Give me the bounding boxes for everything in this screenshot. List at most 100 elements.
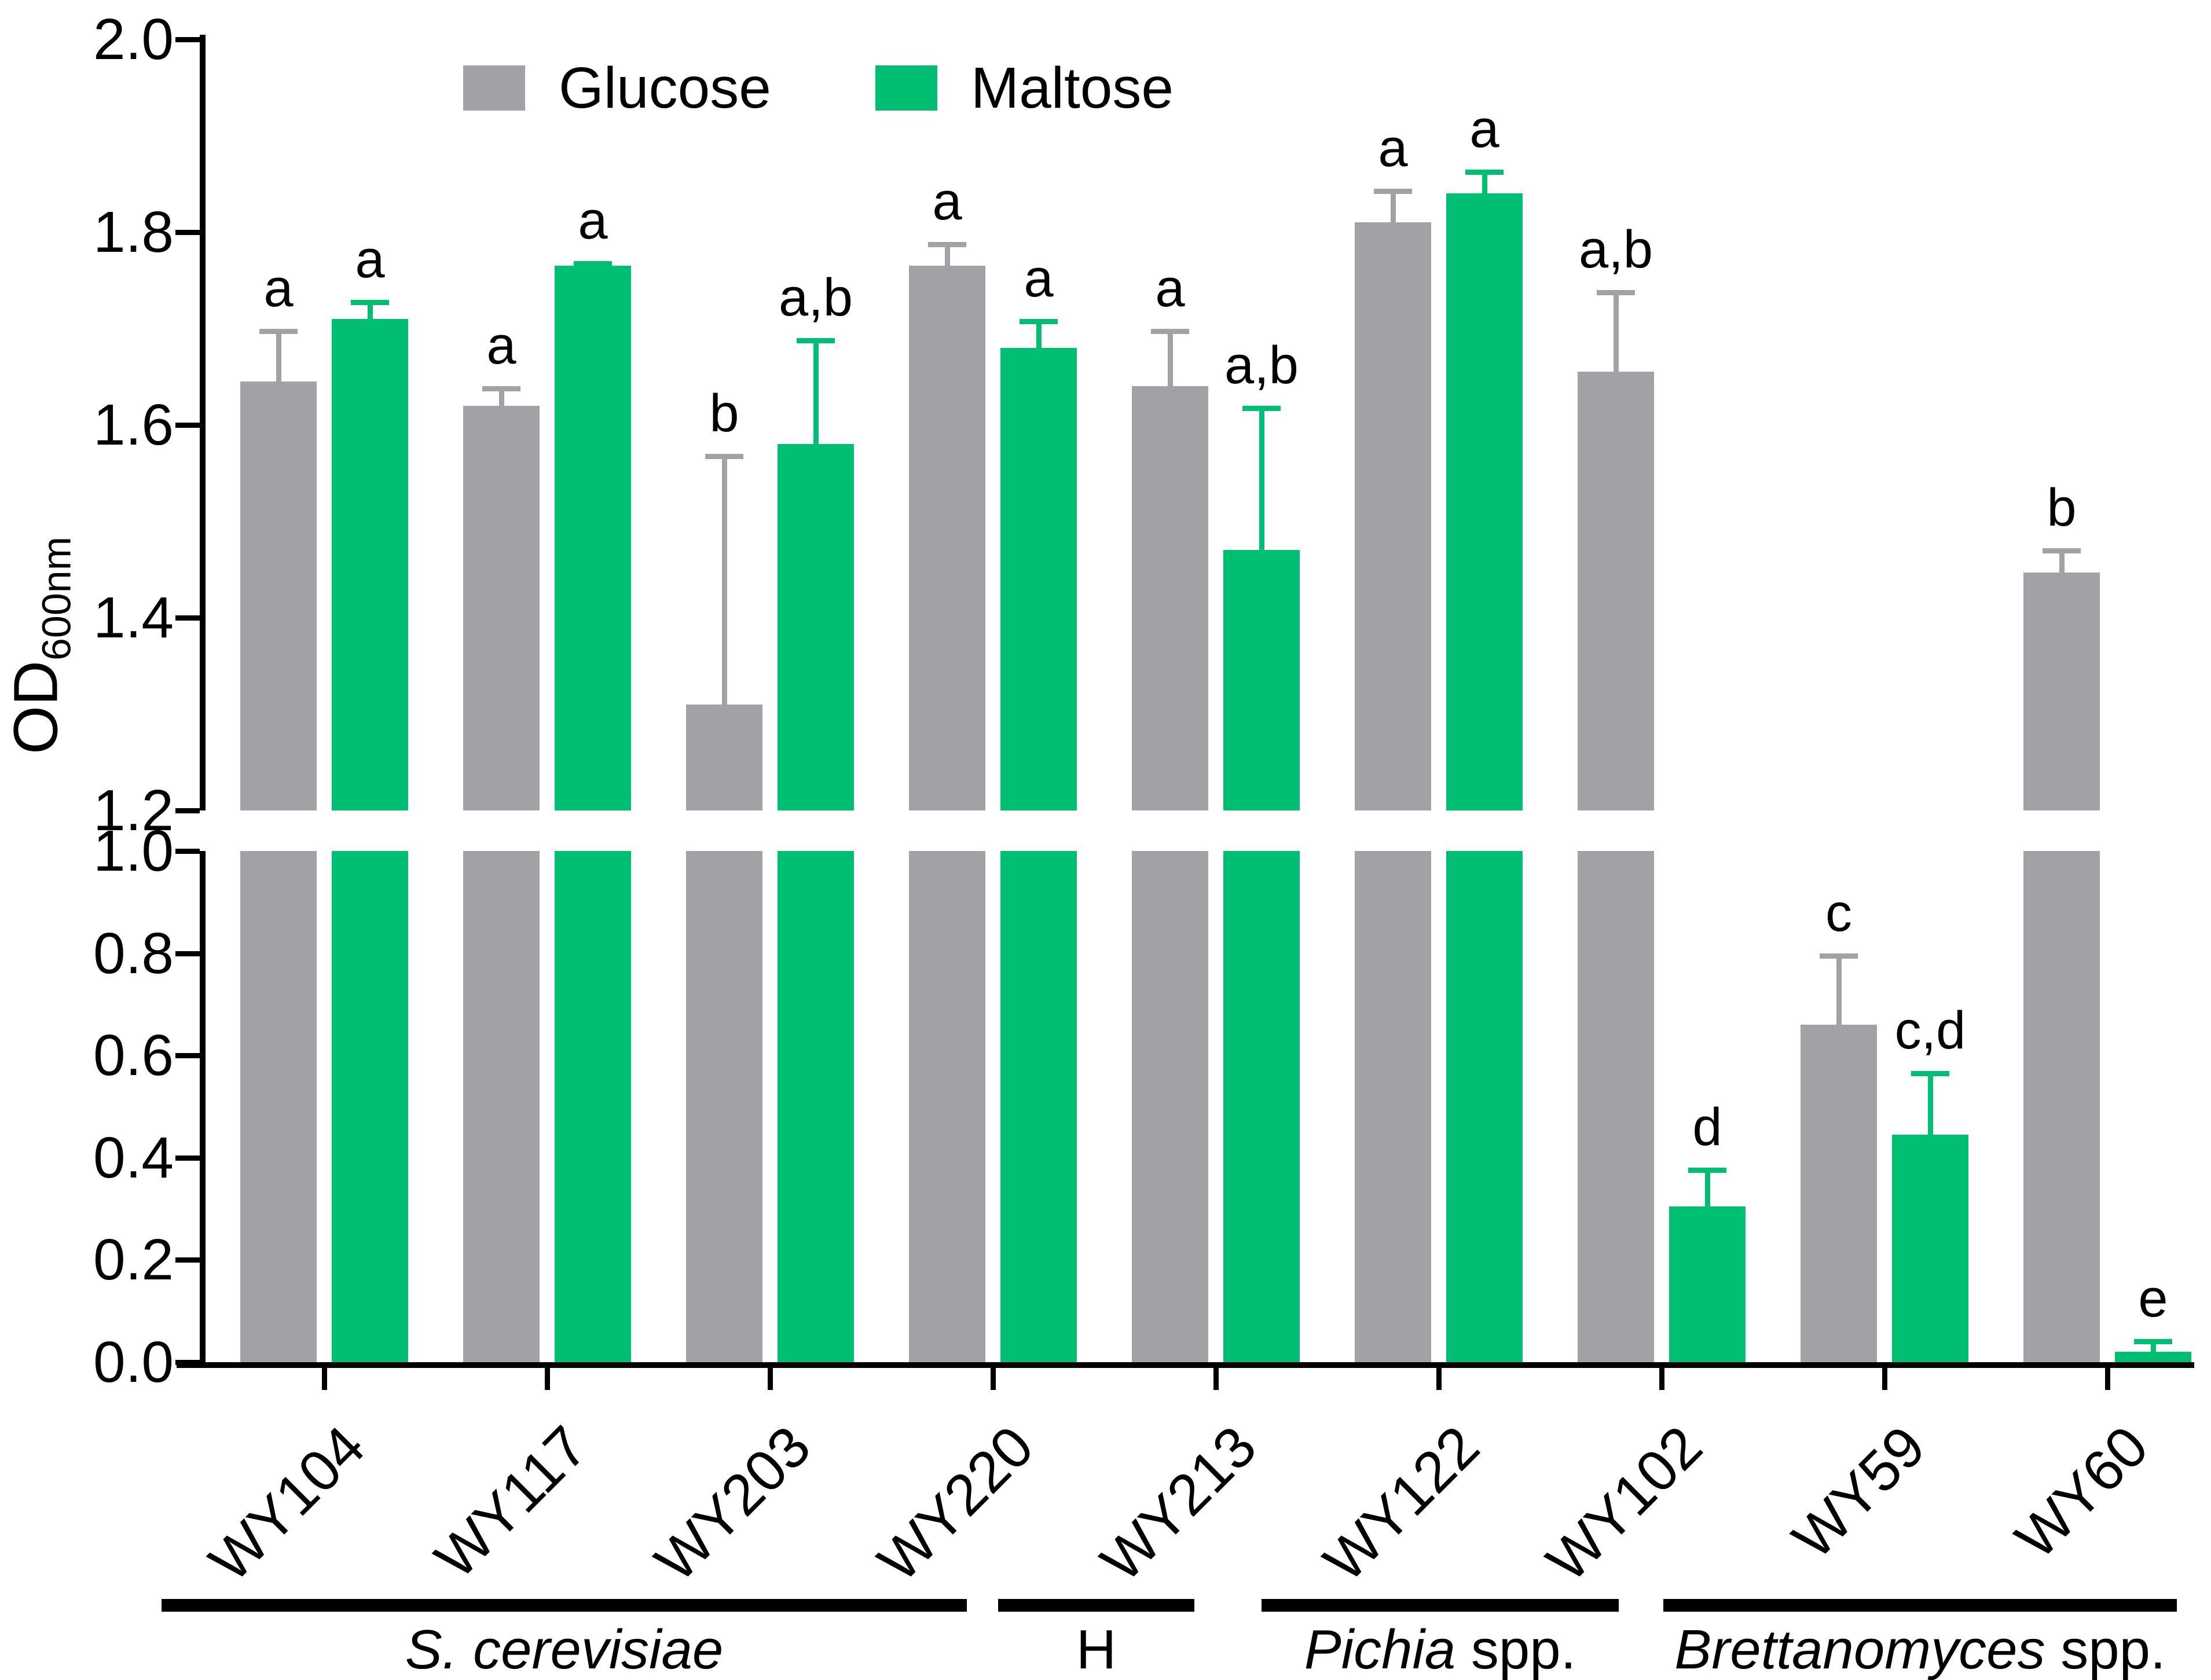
error-bar-cap-maltose-WY213 [1242, 405, 1281, 411]
bar-glucose-WY104-lower [240, 851, 317, 1362]
bar-maltose-WY220-upper [1000, 347, 1077, 810]
error-bar-cap-glucose-WY60 [2043, 548, 2081, 554]
error-bar-stem-glucose-WY122 [1390, 189, 1396, 223]
bar-glucose-WY117-upper [463, 405, 540, 810]
bar-glucose-WY59-lower [1801, 1025, 1877, 1362]
y-tick-label-1.6: 1.6 [93, 393, 174, 457]
legend-item-glucose: Glucose [463, 59, 771, 117]
error-bar-stem-glucose-WY59 [1836, 953, 1842, 1025]
error-bar-stem-maltose-WY60 [2150, 1339, 2156, 1352]
chart-legend: Glucose Maltose [463, 59, 1174, 117]
sig-letter-glucose-WY203: b [709, 383, 739, 443]
legend-item-maltose: Maltose [875, 59, 1174, 117]
legend-swatch-glucose [463, 65, 525, 111]
error-bar-cap-glucose-WY59 [1820, 953, 1858, 959]
bar-glucose-WY220-lower [909, 851, 985, 1362]
bar-maltose-WY59-lower [1892, 1135, 1968, 1362]
error-bar-stem-glucose-WY104 [276, 328, 281, 382]
error-bar-stem-glucose-WY213 [1167, 328, 1173, 387]
y-tick-2.0 [175, 37, 200, 42]
bar-maltose-WY117-lower [555, 851, 631, 1362]
error-bar-cap-maltose-WY117 [574, 261, 612, 266]
x-tick-label-WY60: WY60 [2003, 1414, 2161, 1571]
y-tick-1.6 [175, 423, 200, 428]
bar-glucose-WY203-upper [686, 704, 762, 810]
sig-letter-glucose-WY60: b [2047, 478, 2077, 538]
y-tick-label-0.4: 0.4 [93, 1125, 174, 1190]
sig-letter-glucose-WY122: a [1378, 119, 1408, 178]
x-tick-WY59 [1882, 1368, 1887, 1390]
y-tick-1.0 [175, 849, 200, 854]
bar-maltose-WY220-lower [1000, 851, 1077, 1362]
error-bar-cap-maltose-WY122 [1465, 169, 1504, 175]
y-tick-label-0.8: 0.8 [93, 920, 174, 986]
group-label-roman-part: spp. [1455, 1619, 1576, 1680]
bar-glucose-WY122-upper [1355, 222, 1431, 810]
bar-glucose-WY213-lower [1132, 851, 1208, 1362]
error-bar-stem-maltose-WY213 [1259, 405, 1264, 551]
bar-glucose-WY117-lower [463, 851, 540, 1362]
group-label-italic-part: S. cerevisiae [405, 1619, 724, 1680]
sig-letter-maltose-WY220: a [1024, 248, 1054, 308]
bar-glucose-WY102-lower [1578, 851, 1654, 1362]
y-tick-label-1.4: 1.4 [93, 585, 174, 650]
group-label-brettanomyces: Brettanomyces spp. [1486, 1621, 2211, 1679]
y-tick-label-1.8: 1.8 [93, 200, 174, 265]
group-label-s-cerevisiae: S. cerevisiae [130, 1621, 999, 1679]
error-bar-cap-maltose-WY220 [1020, 318, 1058, 324]
group-label-pichia: Pichia spp. [1006, 1621, 1875, 1679]
x-tick-label-WY203: WY203 [643, 1414, 823, 1594]
group-label-roman-part: H [1076, 1619, 1117, 1680]
x-tick-label-WY117: WY117 [423, 1414, 600, 1591]
bar-glucose-WY104-upper [240, 382, 317, 810]
x-tick-label-WY59: WY59 [1780, 1414, 1938, 1571]
y-tick-label-1.2: 1.2 [93, 778, 174, 843]
error-bar-stem-maltose-WY104 [367, 299, 373, 319]
y-tick-label-0.6: 0.6 [93, 1023, 174, 1088]
error-bar-cap-maltose-WY203 [797, 338, 835, 344]
y-axis-line-bottom [200, 851, 206, 1368]
sig-letter-glucose-WY117: a [486, 316, 516, 376]
group-label-italic-part: Pichia [1304, 1619, 1456, 1680]
y-tick-0.2 [175, 1257, 200, 1263]
bar-maltose-WY117-upper [555, 266, 631, 810]
y-tick-1.4 [175, 615, 200, 621]
sig-letter-maltose-WY213: a,b [1224, 335, 1299, 395]
y-tick-1.8 [175, 230, 200, 235]
legend-label-glucose: Glucose [559, 56, 771, 120]
sig-letter-glucose-WY102: a,b [1579, 219, 1653, 279]
error-bar-stem-glucose-WY60 [2059, 548, 2065, 573]
y-tick-0.6 [175, 1053, 200, 1059]
x-tick-WY60 [2105, 1368, 2110, 1390]
legend-label-maltose: Maltose [970, 56, 1174, 120]
error-bar-cap-glucose-WY104 [259, 328, 298, 334]
sig-letter-maltose-WY60: e [2138, 1269, 2168, 1329]
y-tick-label-0.0: 0.0 [93, 1330, 174, 1395]
error-bar-stem-glucose-WY203 [721, 453, 727, 705]
y-tick-label-2.0: 2.0 [93, 7, 174, 72]
error-bar-cap-glucose-WY122 [1374, 189, 1412, 195]
error-bar-stem-maltose-WY59 [1927, 1070, 1933, 1135]
x-tick-WY220 [991, 1368, 996, 1390]
sig-letter-maltose-WY117: a [578, 190, 608, 250]
x-tick-label-WY102: WY102 [1534, 1414, 1715, 1594]
bar-maltose-WY122-upper [1446, 193, 1523, 810]
sig-letter-glucose-WY220: a [932, 171, 962, 231]
y-tick-label-1.0: 1.0 [93, 819, 174, 883]
bar-maltose-WY104-upper [332, 318, 408, 810]
sig-letter-maltose-WY122: a [1469, 99, 1499, 159]
error-bar-cap-maltose-WY59 [1911, 1070, 1949, 1076]
sig-letter-maltose-WY102: d [1692, 1098, 1722, 1157]
x-tick-WY117 [545, 1368, 550, 1390]
bar-maltose-WY203-lower [778, 851, 854, 1362]
bar-glucose-WY102-upper [1578, 372, 1654, 810]
error-bar-cap-maltose-WY60 [2134, 1339, 2172, 1345]
error-bar-cap-glucose-WY220 [928, 241, 966, 247]
sig-letter-glucose-WY59: c [1825, 883, 1852, 942]
error-bar-stem-maltose-WY102 [1704, 1168, 1710, 1206]
bar-glucose-WY203-lower [686, 851, 762, 1362]
error-bar-cap-maltose-WY104 [351, 299, 389, 305]
bar-glucose-WY220-upper [909, 266, 985, 810]
y-tick-label-0.2: 0.2 [93, 1227, 174, 1293]
